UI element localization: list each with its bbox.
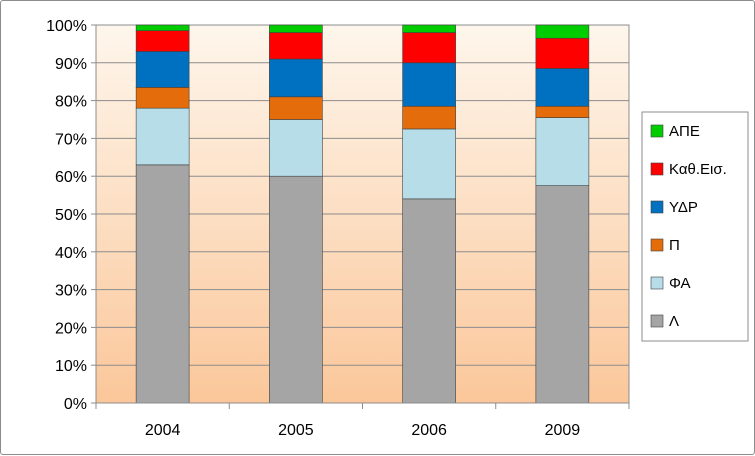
legend-swatch <box>650 238 664 252</box>
y-tick-label: 60% <box>55 169 87 186</box>
bar-segment <box>402 128 456 200</box>
y-tick-label: 80% <box>55 94 87 111</box>
bar-segment <box>402 62 456 107</box>
bar-segment <box>135 107 190 166</box>
legend: ΑΠΕ Καθ.Εισ. ΥΔΡ Π ΦΑ Λ <box>641 111 749 342</box>
legend-label: Λ <box>669 313 679 330</box>
bar-segment <box>535 117 590 186</box>
legend-label: Π <box>669 237 680 254</box>
bar-segment <box>135 51 190 88</box>
bar-segment <box>269 58 323 98</box>
bar-segment <box>402 198 456 404</box>
bars <box>135 24 590 404</box>
bar-segment <box>535 185 590 404</box>
bar-segment <box>135 30 190 52</box>
y-tick-label: 50% <box>55 207 87 224</box>
legend-swatch <box>650 314 664 328</box>
x-tick-label: 2005 <box>278 422 314 439</box>
y-tick-label: 70% <box>55 131 87 148</box>
bar-segment <box>135 87 190 109</box>
y-tick-label: 0% <box>64 396 87 413</box>
bar-segment <box>135 24 190 31</box>
y-tick-label: 100% <box>46 18 87 35</box>
bar-segment <box>402 32 456 64</box>
bar-segment <box>535 68 590 107</box>
bar-segment <box>535 24 590 39</box>
x-tick-label: 2004 <box>145 422 181 439</box>
bar-segment <box>402 105 456 130</box>
bar-segment <box>402 24 456 33</box>
bar-segment <box>269 32 323 60</box>
y-tick-label: 20% <box>55 320 87 337</box>
bar-segment <box>535 37 590 69</box>
bar-segment <box>135 164 190 404</box>
y-tick-label: 30% <box>55 283 87 300</box>
y-tick-label: 90% <box>55 56 87 73</box>
legend-swatch <box>650 124 664 138</box>
x-tick-label: 2006 <box>411 422 447 439</box>
legend-box <box>641 111 749 342</box>
bar-segment <box>535 105 590 118</box>
bar-segment <box>269 96 323 120</box>
bar-segment <box>269 119 323 177</box>
y-tick-label: 10% <box>55 358 87 375</box>
y-tick-label: 40% <box>55 245 87 262</box>
legend-swatch <box>650 162 664 176</box>
legend-label: ΥΔΡ <box>669 199 698 216</box>
legend-label: Καθ.Εισ. <box>669 161 727 178</box>
bar-segment <box>269 175 323 404</box>
legend-label: ΑΠΕ <box>669 123 700 140</box>
legend-swatch <box>650 276 664 290</box>
x-tick-label: 2009 <box>545 422 581 439</box>
bar-segment <box>269 24 323 33</box>
axes: 0% 10% 20% 30% 40% 50% 60% 70% 80% 90% 100% 2004 200… <box>46 18 630 439</box>
legend-label: ΦΑ <box>669 275 691 292</box>
legend-swatch <box>650 200 664 214</box>
